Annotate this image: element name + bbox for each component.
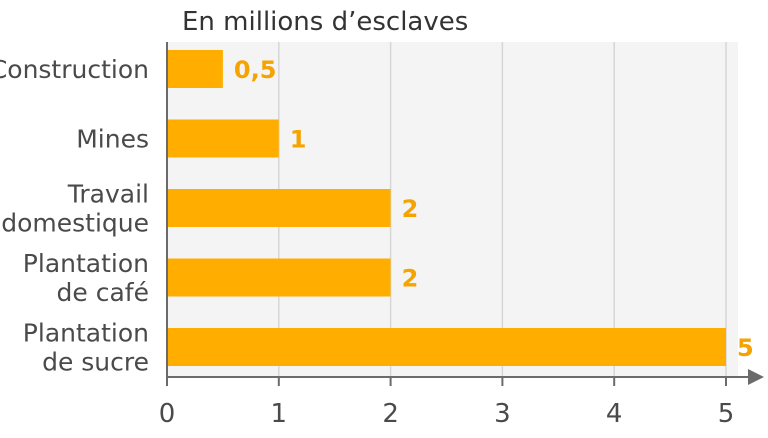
- category-label-2-1: domestique: [1, 209, 149, 238]
- x-tick-label-2: 2: [382, 399, 399, 429]
- category-label-1-0: Mines: [76, 125, 149, 154]
- bar-1: [167, 119, 279, 158]
- chart-title: En millions d’esclaves: [182, 7, 468, 37]
- x-tick-label-4: 4: [606, 399, 623, 429]
- value-label-3: 2: [402, 265, 419, 293]
- value-label-4: 5: [737, 334, 754, 362]
- bar-3: [167, 258, 391, 297]
- value-label-0: 0,5: [234, 56, 277, 84]
- category-label-3-1: de café: [57, 278, 149, 307]
- category-label-0-0: Construction: [0, 55, 149, 84]
- x-tick-label-3: 3: [494, 399, 511, 429]
- category-label-2-0: Travail: [67, 180, 149, 209]
- x-tick-label-0: 0: [159, 399, 176, 429]
- value-label-1: 1: [290, 126, 307, 154]
- category-label-4-1: de sucre: [42, 348, 149, 377]
- bar-4: [167, 328, 726, 366]
- bar-0: [167, 50, 223, 88]
- x-tick-label-1: 1: [271, 399, 288, 429]
- category-label-3-0: Plantation: [23, 249, 149, 278]
- x-axis-arrow: [748, 369, 764, 385]
- value-label-2: 2: [402, 195, 419, 223]
- category-label-4-0: Plantation: [23, 319, 149, 348]
- x-tick-label-5: 5: [718, 399, 735, 429]
- bar-2: [167, 189, 391, 227]
